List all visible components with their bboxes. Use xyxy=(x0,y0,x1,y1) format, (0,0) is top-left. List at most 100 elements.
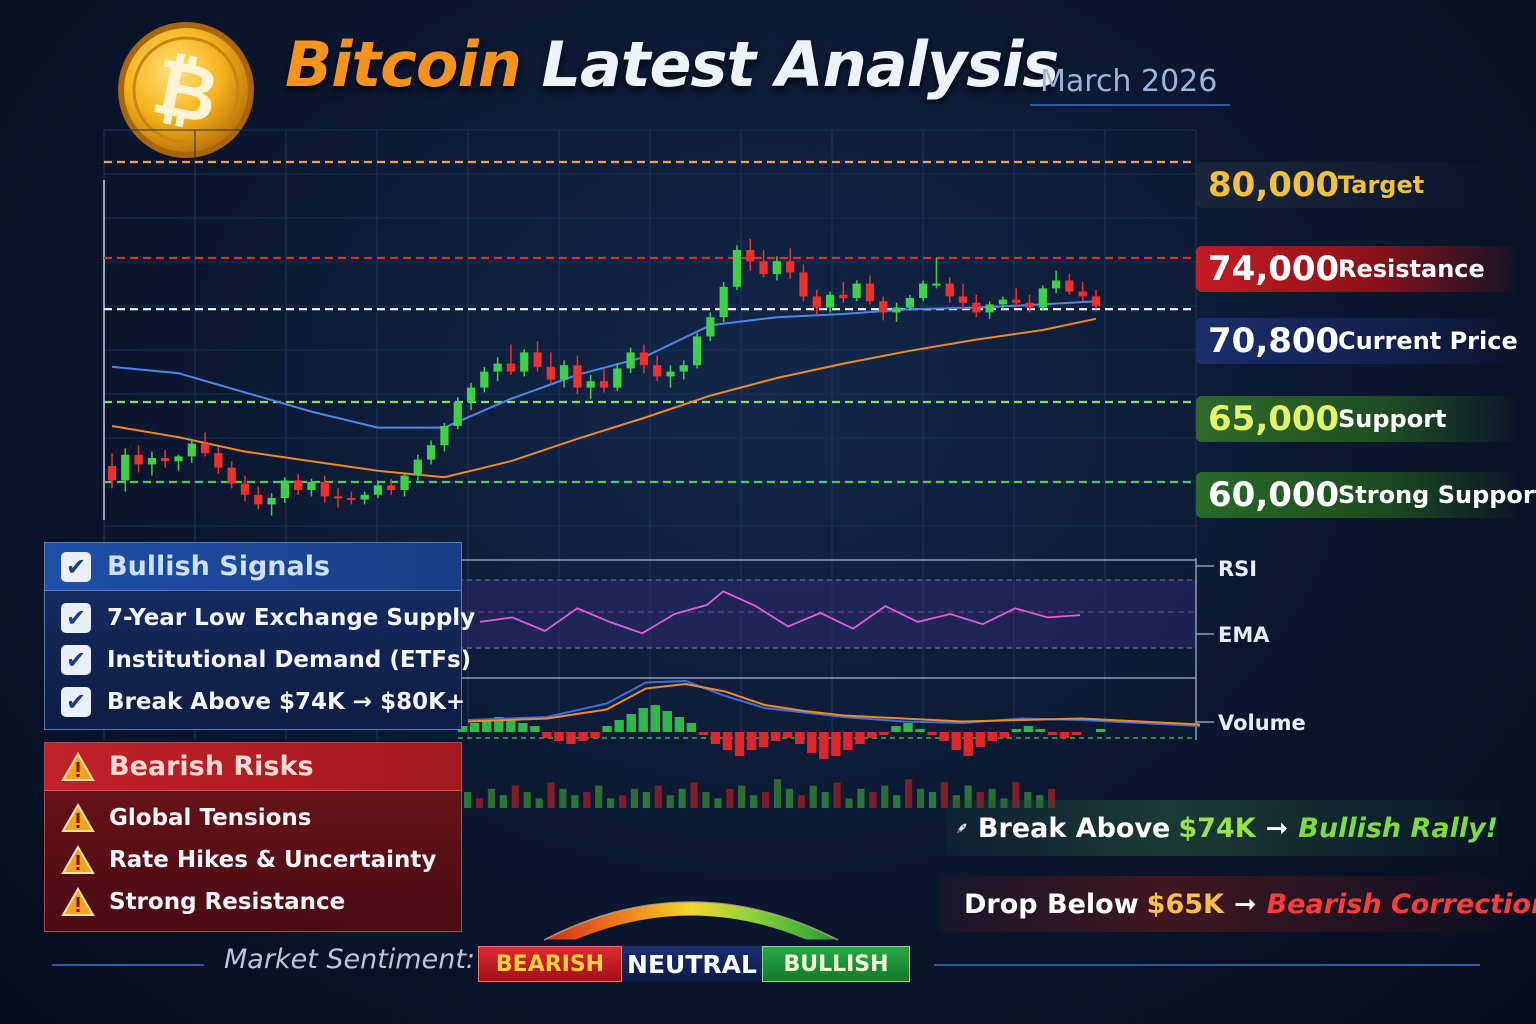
macd-histogram-bar xyxy=(554,732,564,741)
macd-histogram-bar xyxy=(891,726,901,732)
macd-histogram-bar xyxy=(542,732,552,738)
macd-histogram-bar xyxy=(722,732,733,750)
candle-body xyxy=(214,453,223,468)
macd-histogram-bar xyxy=(963,732,973,756)
check-icon: ✔ xyxy=(61,687,91,717)
date-underline xyxy=(1030,104,1230,106)
title-latest-analysis: Latest Analysis xyxy=(541,28,1059,101)
volume-bar xyxy=(464,792,472,808)
candle-body xyxy=(307,482,316,490)
candle-body xyxy=(732,250,742,287)
candle-body xyxy=(985,304,994,313)
macd-histogram-bar xyxy=(650,705,660,732)
level-current-label: Current Price xyxy=(1338,327,1518,355)
macd-histogram-bar xyxy=(578,732,588,741)
candle-body xyxy=(679,365,688,372)
macd-histogram-bar xyxy=(590,732,600,738)
bullish-item-label: 7-Year Low Exchange Supply xyxy=(107,605,476,631)
macd-histogram-bar xyxy=(638,708,648,732)
ema-fast-line xyxy=(111,300,1097,429)
candle-body xyxy=(121,454,130,481)
candle-body xyxy=(613,368,622,388)
volume-bar xyxy=(845,798,853,808)
macd-histogram-bar xyxy=(807,732,817,753)
macd-histogram-bar xyxy=(951,732,961,750)
level-support: 65,000 Support xyxy=(1196,396,1516,442)
level-strong-support: 60,000 Strong Support xyxy=(1196,472,1536,518)
macd-histogram-bar xyxy=(626,714,636,732)
candle-body xyxy=(333,496,343,499)
candle-body xyxy=(427,445,436,460)
macd-histogram-bar xyxy=(710,732,721,744)
candle-body xyxy=(1025,302,1034,308)
volume-bar xyxy=(511,785,519,808)
candle-body xyxy=(254,494,263,505)
candle-body xyxy=(1051,280,1061,289)
check-icon: ✔ xyxy=(61,551,91,582)
macd-histogram-bar xyxy=(819,732,829,759)
volume-bar xyxy=(988,788,996,808)
macd-histogram-bar xyxy=(614,720,624,732)
candle-body xyxy=(892,307,901,313)
bearish-item-label: Strong Resistance xyxy=(109,889,346,915)
candle-body xyxy=(506,363,516,372)
macd-histogram-bar xyxy=(831,732,841,756)
macd-histogram-bar xyxy=(686,723,697,732)
volume-bar xyxy=(797,795,805,808)
macd-histogram-bar xyxy=(987,732,997,741)
volume-bar xyxy=(881,785,889,808)
volume-bar xyxy=(928,792,937,808)
volume-bar xyxy=(702,792,710,808)
volume-bar xyxy=(499,795,507,808)
callout-down-arrow: ➞ xyxy=(1233,888,1257,920)
volume-bar xyxy=(893,795,901,808)
candle-body xyxy=(161,458,170,462)
candle-body xyxy=(520,352,529,372)
macd-histogram-bar xyxy=(843,732,853,750)
candle-body xyxy=(546,366,555,380)
sentiment-divider-left xyxy=(52,964,204,966)
callout-up-level: $74K xyxy=(1178,812,1256,844)
bearish-item: Rate Hikes & Uncertainty xyxy=(45,839,461,881)
level-support-label: Support xyxy=(1338,405,1447,433)
volume-bar xyxy=(666,795,674,808)
candle-body xyxy=(706,317,715,337)
volume-bar xyxy=(714,798,722,808)
candle-body xyxy=(1038,288,1047,308)
candle-body xyxy=(1091,296,1101,306)
bullish-header: ✔ Bullish Signals xyxy=(45,543,461,591)
rocket-icon xyxy=(957,823,967,833)
macd-histogram-bar xyxy=(1095,729,1106,732)
bullish-signals-panel: ✔ Bullish Signals ✔ 7-Year Low Exchange … xyxy=(44,542,475,730)
sentiment-bar: BEARISH NEUTRAL BULLISH xyxy=(478,946,910,982)
bearish-risks-panel: Bearish Risks Global Tensions Rate Hikes… xyxy=(44,742,462,932)
volume-bar xyxy=(821,792,829,808)
volume-bar xyxy=(523,792,531,808)
candle-body xyxy=(440,426,449,446)
volume-bar xyxy=(571,795,579,808)
macd-histogram-bar xyxy=(674,717,685,732)
sentiment-label: Market Sentiment: xyxy=(224,944,476,975)
bullish-item-label: Break Above $74K → $80K+ xyxy=(107,689,466,715)
volume-bar xyxy=(905,779,913,808)
macd-histogram-bar xyxy=(662,711,673,732)
volume-bar xyxy=(1048,788,1056,808)
check-icon: ✔ xyxy=(61,603,91,633)
candle-body xyxy=(320,482,329,497)
level-resistance: 74,000 Resistance xyxy=(1196,246,1516,292)
macd-histogram-bar xyxy=(530,726,540,732)
candle-body xyxy=(1078,291,1087,297)
macd-histogram-bar xyxy=(458,726,468,732)
sentiment-gauge xyxy=(543,901,839,941)
candle-body xyxy=(493,363,502,372)
volume-bar xyxy=(773,779,782,808)
candle-body xyxy=(1065,280,1074,292)
sentiment-neutral: NEUTRAL xyxy=(622,946,762,982)
candle-body xyxy=(692,336,702,366)
candle-body xyxy=(267,498,276,505)
candle-body xyxy=(533,352,542,367)
macd-histogram-bar xyxy=(494,717,504,732)
bullish-item: ✔ Break Above $74K → $80K+ xyxy=(45,681,465,723)
candle-body xyxy=(480,371,489,388)
level-target-label: Target xyxy=(1338,171,1425,199)
